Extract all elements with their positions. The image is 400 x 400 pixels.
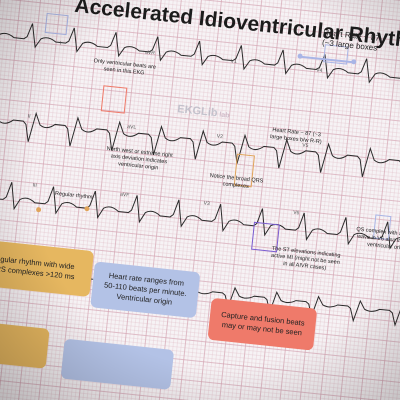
card-partial-orange: [0, 321, 50, 369]
lead-label: V2: [216, 133, 224, 141]
lead-label: V4: [315, 67, 323, 75]
card-partial-blue: [60, 338, 175, 390]
highlight-box: [100, 85, 128, 114]
ecg-strip-1: [0, 18, 400, 93]
ecg-strip-2: [0, 107, 400, 186]
lead-label: aVF: [119, 191, 130, 199]
brand-sub: lab: [218, 111, 230, 120]
lead-label: V3: [203, 200, 211, 208]
lead-label: III: [32, 182, 38, 189]
lead-label: V6: [292, 209, 300, 217]
highlight-box: [44, 12, 69, 36]
lead-label: aVL: [126, 124, 137, 131]
lead-label: V1: [230, 58, 238, 66]
ecg-strip-3: [0, 177, 400, 255]
lead-label: aVR: [144, 49, 156, 57]
